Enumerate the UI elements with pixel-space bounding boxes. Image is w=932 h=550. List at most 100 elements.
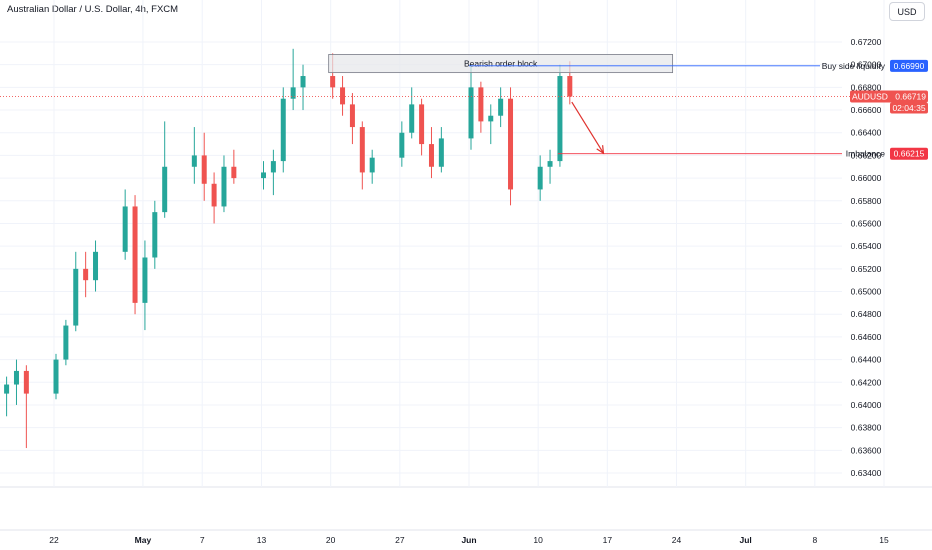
time-axis[interactable]: 22 May 7 13 20 27 Jun 10 17 24 Jul 8 15 xyxy=(49,535,889,545)
candle xyxy=(468,64,474,150)
candle xyxy=(419,98,425,156)
x-tick-label: 15 xyxy=(879,535,889,545)
y-tick-label: 0.67200 xyxy=(851,37,882,47)
candle xyxy=(409,87,415,139)
candle xyxy=(508,87,514,206)
candle-body xyxy=(23,370,29,394)
candle-body xyxy=(122,206,128,252)
y-tick-label: 0.64400 xyxy=(851,355,882,365)
candle-body xyxy=(438,138,444,167)
y-tick-label: 0.66800 xyxy=(851,82,882,92)
y-tick-label: 0.65600 xyxy=(851,218,882,228)
candle-body xyxy=(369,157,375,173)
candle-body xyxy=(162,166,168,213)
x-tick-label: 24 xyxy=(672,535,682,545)
candle-body xyxy=(83,268,89,281)
candle xyxy=(290,48,296,111)
candle xyxy=(488,104,494,145)
candle-body xyxy=(152,212,158,258)
candle xyxy=(63,319,69,366)
candle xyxy=(53,353,59,400)
candle-body xyxy=(300,76,306,88)
candle-body xyxy=(508,98,514,190)
candle-body xyxy=(142,257,148,303)
candle-body xyxy=(231,166,237,179)
candle xyxy=(191,127,197,184)
candle-body xyxy=(290,87,296,99)
x-tick-label: 13 xyxy=(257,535,267,545)
candle-body xyxy=(93,251,99,281)
liquidity-label: Buy side liquidity xyxy=(822,61,886,71)
y-tick-label: 0.63400 xyxy=(851,468,882,478)
candle xyxy=(152,200,158,269)
candle-body xyxy=(537,166,543,190)
x-tick-label: 10 xyxy=(533,535,543,545)
candle-body xyxy=(547,161,553,167)
candle-body xyxy=(399,132,405,158)
candle xyxy=(201,132,207,201)
candle xyxy=(340,76,346,116)
chart-title: Australian Dollar / U.S. Dollar, 4h, FXC… xyxy=(7,4,179,15)
candle xyxy=(122,189,128,260)
candle xyxy=(83,251,89,298)
annotations: Bearish order block Buy side liquidity 0.6… xyxy=(0,54,928,160)
candle-body xyxy=(478,87,484,122)
candle xyxy=(300,64,306,111)
candle-body xyxy=(63,325,69,360)
x-tick-label: May xyxy=(135,535,152,545)
candle-body xyxy=(468,87,474,139)
last-price-tag xyxy=(850,90,928,103)
x-tick-label: 17 xyxy=(603,535,613,545)
candle-body xyxy=(498,98,504,116)
countdown-tag xyxy=(890,102,928,114)
last-price-value: 0.66719 xyxy=(895,92,926,102)
candle-body xyxy=(409,104,415,133)
y-tick-label: 0.65000 xyxy=(851,287,882,297)
candle xyxy=(428,127,434,179)
candle xyxy=(498,87,504,128)
y-tick-label: 0.66000 xyxy=(851,173,882,183)
last-price-symbol: AUDUSD xyxy=(852,92,888,102)
currency-button[interactable]: USD xyxy=(889,2,925,21)
candle xyxy=(23,365,29,449)
candle xyxy=(557,64,563,167)
candle xyxy=(4,376,10,417)
y-tick-label: 0.64800 xyxy=(851,309,882,319)
candle-body xyxy=(73,268,79,326)
y-tick-label: 0.65200 xyxy=(851,264,882,274)
y-tick-label: 0.64200 xyxy=(851,377,882,387)
candle-body xyxy=(221,166,227,207)
price-axis[interactable]: 0.67200 0.67000 0.66800 0.66600 0.66400 0.662… xyxy=(851,37,882,478)
projection-arrow-line xyxy=(571,101,604,154)
imbalance-price: 0.66215 xyxy=(894,149,925,159)
candle xyxy=(231,149,237,184)
imbalance-label: Imbalance xyxy=(846,149,885,159)
projection-arrow-head xyxy=(596,145,605,155)
candle xyxy=(162,121,168,218)
y-tick-label: 0.63600 xyxy=(851,445,882,455)
candle-body xyxy=(330,76,336,88)
countdown-value: 02:04:35 xyxy=(892,103,925,113)
candle xyxy=(537,155,543,201)
y-tick-label: 0.65800 xyxy=(851,196,882,206)
candle xyxy=(261,161,266,190)
candle-body xyxy=(132,206,138,303)
y-tick-label: 0.64600 xyxy=(851,332,882,342)
candle-body xyxy=(428,144,434,167)
y-tick-label: 0.63800 xyxy=(851,423,882,433)
x-tick-label: Jul xyxy=(740,535,752,545)
y-tick-label: 0.65400 xyxy=(851,241,882,251)
candle xyxy=(359,121,365,190)
x-tick-label: 7 xyxy=(200,535,205,545)
y-tick-label: 0.66600 xyxy=(851,105,882,115)
candle-body xyxy=(201,155,207,184)
candle-body xyxy=(191,155,197,167)
candle xyxy=(211,172,217,224)
x-tick-label: 22 xyxy=(49,535,59,545)
candle xyxy=(13,359,19,405)
grid xyxy=(0,0,932,531)
candle xyxy=(221,155,227,213)
imbalance-price-tag xyxy=(890,147,928,160)
candle-body xyxy=(4,384,10,394)
